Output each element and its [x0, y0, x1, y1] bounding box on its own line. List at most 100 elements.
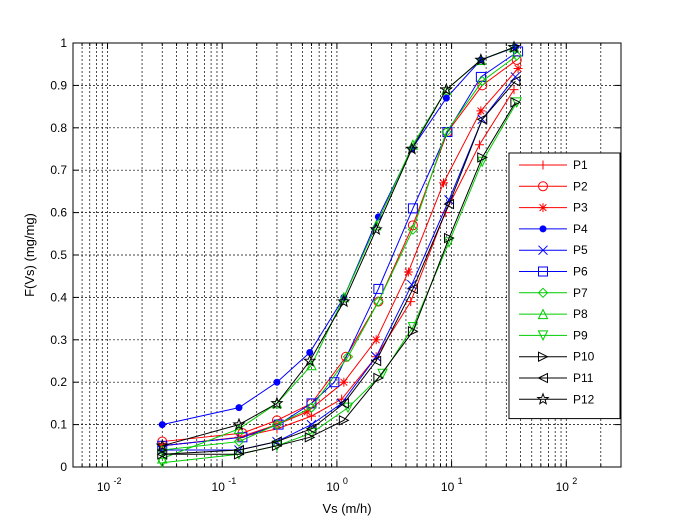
x-tick-label: 10	[97, 480, 111, 494]
legend-entry: P11	[519, 371, 594, 385]
marker	[373, 296, 384, 307]
legend-entry: P7	[519, 286, 588, 300]
marker	[538, 181, 548, 192]
x-tick-label-exponent: -2	[114, 476, 122, 486]
x-tick-label: 10	[326, 480, 340, 494]
marker	[303, 354, 317, 367]
marker	[511, 54, 522, 65]
marker	[304, 432, 316, 443]
x-tick-label-exponent: -1	[228, 476, 236, 486]
y-tick-label: 1	[60, 36, 67, 50]
marker	[156, 457, 168, 469]
marker	[538, 266, 548, 277]
marker	[373, 283, 384, 294]
marker	[270, 396, 284, 410]
marker	[537, 287, 549, 299]
marker	[508, 41, 520, 53]
marker	[339, 377, 349, 387]
marker	[342, 351, 354, 362]
legend-label: P11	[573, 371, 594, 385]
data-series	[155, 40, 524, 469]
marker	[233, 444, 244, 456]
x-tick-label-exponent: 1	[458, 476, 463, 486]
series-line	[162, 68, 519, 447]
marker	[538, 160, 548, 170]
marker	[306, 402, 317, 413]
legend-label: P6	[573, 265, 588, 279]
legend-entry: P5	[519, 243, 588, 257]
marker	[474, 140, 484, 150]
legend-entry: P4	[519, 222, 588, 236]
legend-entry: P8	[519, 307, 588, 321]
marker	[407, 224, 419, 235]
marker	[302, 407, 312, 417]
marker	[407, 322, 419, 333]
series-line	[162, 80, 516, 455]
marker	[407, 283, 418, 295]
marker	[513, 63, 523, 73]
marker	[232, 417, 246, 431]
marker	[306, 359, 317, 371]
marker	[271, 436, 282, 447]
legend-label: P2	[573, 179, 588, 193]
legend-label: P7	[573, 286, 588, 300]
y-tick-label: 0.4	[50, 290, 67, 304]
marker	[442, 127, 453, 138]
marker	[377, 368, 388, 380]
legend-label: P8	[573, 307, 588, 321]
marker	[406, 297, 416, 307]
legend-entry: P6	[519, 265, 588, 279]
marker	[477, 75, 488, 87]
x-axis-label: Vs (m/h)	[322, 501, 371, 516]
legend-label: P4	[573, 222, 588, 236]
marker	[537, 308, 549, 320]
series-line	[162, 55, 518, 451]
marker	[442, 94, 450, 102]
marker	[306, 411, 316, 421]
marker	[476, 114, 488, 125]
marker	[370, 355, 382, 367]
marker	[475, 71, 486, 82]
marker	[233, 436, 245, 447]
x-tick-label: 10	[556, 480, 570, 494]
x-tick-label: 10	[212, 480, 226, 494]
marker	[158, 421, 166, 429]
marker	[538, 203, 548, 213]
marker	[536, 392, 550, 405]
legend-entry: P10	[519, 350, 595, 364]
y-tick-label: 0	[60, 460, 67, 474]
marker	[337, 294, 351, 308]
marker	[509, 75, 521, 87]
y-axis-label: F(Vs) (mg/mg)	[22, 213, 37, 297]
y-tick-label: 0.9	[50, 78, 67, 92]
marker	[444, 232, 455, 244]
legend-label: P10	[573, 350, 595, 364]
marker	[475, 54, 487, 65]
marker	[156, 448, 168, 460]
series-line	[162, 46, 515, 447]
marker	[371, 335, 381, 345]
legend-label: P12	[573, 392, 595, 406]
marker	[155, 438, 169, 452]
legend-label: P5	[573, 243, 588, 257]
y-tick-label: 0.2	[50, 375, 67, 389]
marker	[474, 53, 488, 66]
legend-label: P3	[573, 201, 588, 215]
marker	[537, 330, 549, 342]
x-tick-label: 10	[441, 480, 455, 494]
y-tick-label: 0.5	[50, 248, 67, 262]
legend: P1 P2 P3 P4 P5 P6 P7 P8 P9 P10 P11 P12	[508, 152, 621, 420]
legend-entry: P3	[519, 201, 588, 215]
legend-box	[508, 152, 621, 420]
marker	[407, 203, 418, 214]
marker	[271, 419, 283, 430]
marker	[403, 267, 413, 277]
y-tick-label: 0.6	[50, 206, 67, 220]
marker	[338, 415, 350, 426]
y-tick-label: 0.8	[50, 121, 67, 135]
legend-entry: P12	[519, 392, 595, 406]
marker	[407, 139, 419, 150]
marker	[406, 279, 417, 290]
